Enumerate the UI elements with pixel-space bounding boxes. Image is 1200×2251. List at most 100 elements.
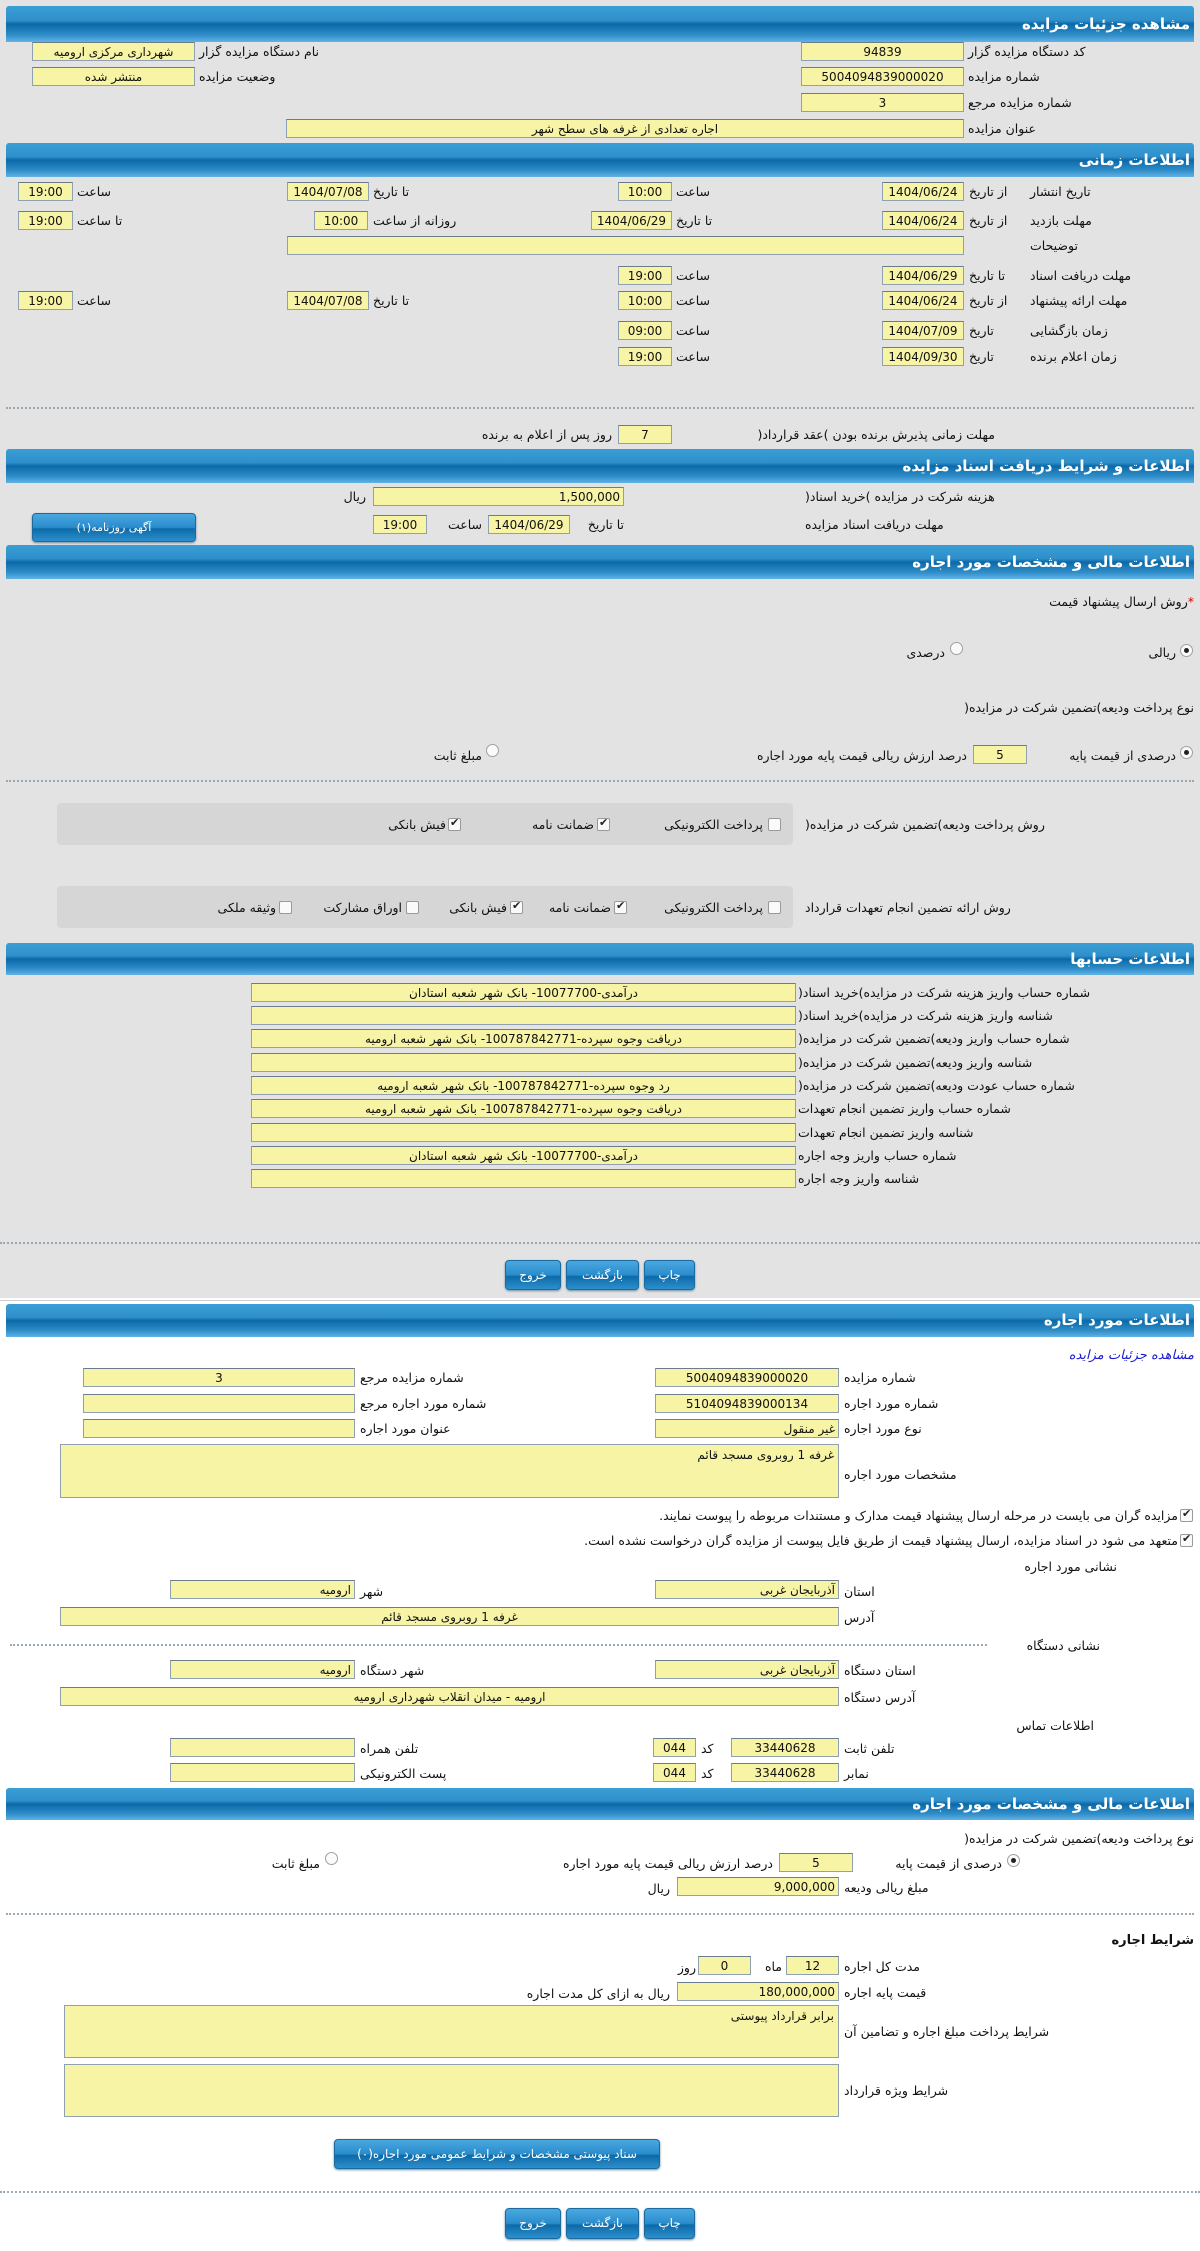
org-name-field[interactable]: شهرداری مرکزی ارومیه xyxy=(32,42,195,61)
phone-code-field[interactable]: 044 xyxy=(653,1738,696,1757)
opening-date[interactable]: 1404/07/09 xyxy=(882,321,964,340)
visit-daily-from[interactable]: 10:00 xyxy=(314,211,368,230)
guar-guarantee-checkbox[interactable] xyxy=(614,899,627,914)
pay-guarantee-checkbox[interactable] xyxy=(597,816,610,831)
guar-bonds-checkbox[interactable] xyxy=(406,901,419,914)
deposit-percent-field[interactable]: 5 xyxy=(973,745,1027,764)
mobile-label: تلفن همراه xyxy=(360,1741,419,1756)
method-percent-radio[interactable] xyxy=(950,642,963,655)
account-value-field[interactable]: رد وجوه سپرده-100787842771- بانک شهر شعب… xyxy=(251,1076,796,1095)
visit-to-time[interactable]: 19:00 xyxy=(18,211,73,230)
account-value-field[interactable]: دریافت وجوه سپرده-100787842771- بانک شهر… xyxy=(251,1029,796,1048)
org-city-field[interactable]: ارومیه xyxy=(170,1660,355,1679)
lease-deposit-fixed-radio[interactable] xyxy=(325,1852,338,1865)
publish-to-time[interactable]: 19:00 xyxy=(18,182,73,201)
offer-to-date[interactable]: 1404/07/08 xyxy=(287,291,369,310)
offer-from-time[interactable]: 10:00 xyxy=(618,291,672,310)
docs-date[interactable]: 1404/06/29 xyxy=(882,266,964,285)
notice-attach-checkbox[interactable] xyxy=(1180,1507,1193,1522)
auction-status-field[interactable]: منتشر شده xyxy=(32,67,195,86)
print-button[interactable]: چاپ xyxy=(644,1260,695,1290)
lease-item-type[interactable]: غیر منقول xyxy=(655,1419,839,1438)
address-field[interactable]: غرفه 1 روبروی مسجد قائم xyxy=(60,1607,839,1626)
winner-time[interactable]: 19:00 xyxy=(618,347,672,366)
publish-from-date[interactable]: 1404/06/24 xyxy=(882,182,964,201)
city-field[interactable]: ارومیه xyxy=(170,1580,355,1599)
special-terms-textarea[interactable] xyxy=(64,2064,839,2117)
lease-deposit-percent-radio[interactable] xyxy=(1007,1854,1020,1867)
duration-months-field[interactable]: 12 xyxy=(786,1956,839,1975)
phone-code-label: کد xyxy=(701,1741,714,1756)
exit-button[interactable]: خروج xyxy=(505,1260,561,1290)
fax-code-field[interactable]: 044 xyxy=(653,1763,696,1782)
account-value-field[interactable] xyxy=(251,1123,796,1142)
lease-auction-ref[interactable]: 3 xyxy=(83,1368,355,1387)
account-value-field[interactable] xyxy=(251,1006,796,1025)
account-value-field[interactable]: درآمدی-10077700- بانک شهر شعبه استادان xyxy=(251,1146,796,1165)
docs-deadline-date[interactable]: 1404/06/29 xyxy=(488,515,570,534)
print-button-bottom[interactable]: چاپ xyxy=(644,2208,695,2239)
docs-time[interactable]: 19:00 xyxy=(618,266,672,285)
lease-item-number[interactable]: 5104094839000134 xyxy=(655,1394,839,1413)
publish-from-time[interactable]: 10:00 xyxy=(618,182,672,201)
account-label: شماره حساب واریز ودیعه)تضمین شرکت در مزا… xyxy=(798,1031,1070,1046)
opening-time[interactable]: 09:00 xyxy=(618,321,672,340)
province-field[interactable]: آذربایجان غربی xyxy=(655,1580,839,1599)
fax-field[interactable]: 33440628 xyxy=(731,1763,839,1782)
acceptance-days-field[interactable]: 7 xyxy=(618,425,672,444)
guar-electronic-checkbox[interactable] xyxy=(768,901,781,914)
auction-ref-field[interactable]: 3 xyxy=(801,93,964,112)
account-label: شناسه واریز هزینه شرکت در مزایده)خرید اس… xyxy=(798,1008,1053,1023)
deposit-type-label: نوع پرداخت ودیعه)تضمین شرکت در مزایده( xyxy=(964,700,1194,715)
back-button[interactable]: بازگشت xyxy=(566,1260,639,1290)
offer-from-date[interactable]: 1404/06/24 xyxy=(882,291,964,310)
mobile-field[interactable] xyxy=(170,1738,355,1757)
back-button-bottom[interactable]: بازگشت xyxy=(566,2208,639,2239)
auction-number-field[interactable]: 5004094839000020 xyxy=(801,67,964,86)
pay-electronic-checkbox[interactable] xyxy=(768,818,781,831)
deposit-fixed-radio[interactable] xyxy=(486,744,499,757)
auction-title-field[interactable]: اجاره تعدادی از غرفه های سطح شهر xyxy=(286,119,964,138)
account-value-field[interactable]: دریافت وجوه سپرده-100787842771- بانک شهر… xyxy=(251,1099,796,1118)
notice-commit-checkbox[interactable] xyxy=(1180,1532,1193,1547)
account-value-field[interactable] xyxy=(251,1169,796,1188)
deposit-amount-label: مبلغ ریالی ودیعه xyxy=(844,1880,929,1895)
lease-item-ref[interactable] xyxy=(83,1394,355,1413)
org-address-field[interactable]: ارومیه - میدان انقلاب شهرداری ارومیه xyxy=(60,1687,839,1706)
fee-field[interactable]: 1,500,000 xyxy=(373,487,624,506)
lease-specs-textarea[interactable]: غرفه 1 روبروی مسجد قائم xyxy=(60,1444,839,1498)
phone-field[interactable]: 33440628 xyxy=(731,1738,839,1757)
guar-bank-receipt-checkbox[interactable] xyxy=(510,899,523,914)
pay-bank-receipt-checkbox[interactable] xyxy=(448,816,461,831)
publish-to-date[interactable]: 1404/07/08 xyxy=(287,182,369,201)
lease-deposit-percent-field[interactable]: 5 xyxy=(779,1853,853,1872)
offer-to-time[interactable]: 19:00 xyxy=(18,291,73,310)
deposit-percent-radio[interactable] xyxy=(1180,746,1193,759)
auction-details-link[interactable]: مشاهده جزئیات مزایده xyxy=(1068,1348,1194,1363)
payment-terms-textarea[interactable]: برابر قرارداد پیوستی xyxy=(64,2005,839,2058)
winner-date[interactable]: 1404/09/30 xyxy=(882,347,964,366)
acceptance-suffix: روز پس از اعلام به برنده xyxy=(481,427,612,442)
duration-days-field[interactable]: 0 xyxy=(698,1956,751,1975)
lease-auction-number[interactable]: 5004094839000020 xyxy=(655,1368,839,1387)
docs-deadline-time[interactable]: 19:00 xyxy=(373,515,427,534)
price-method-text: روش ارسال پیشنهاد قیمت xyxy=(1049,594,1188,609)
description-field[interactable] xyxy=(287,236,964,255)
special-terms-label: شرایط ویژه قرارداد xyxy=(844,2083,949,2098)
base-price-field[interactable]: 180,000,000 xyxy=(677,1982,839,2001)
lease-item-title[interactable] xyxy=(83,1419,355,1438)
newspaper-ad-button[interactable]: آگهی روزنامه(۱) xyxy=(32,513,196,542)
method-rial-radio[interactable] xyxy=(1180,644,1193,657)
method-percent-label: درصدی xyxy=(906,645,945,660)
account-value-field[interactable] xyxy=(251,1053,796,1072)
visit-to-date[interactable]: 1404/06/29 xyxy=(591,211,672,230)
exit-button-bottom[interactable]: خروج xyxy=(505,2208,561,2239)
org-province-field[interactable]: آذربایجان غربی xyxy=(655,1660,839,1679)
attachments-button[interactable]: سناد پیوستی مشخصات و شرایط عمومی مورد اج… xyxy=(334,2139,660,2169)
visit-from-date[interactable]: 1404/06/24 xyxy=(882,211,964,230)
org-code-field[interactable]: 94839 xyxy=(801,42,964,61)
guar-property-checkbox[interactable] xyxy=(279,901,292,914)
deposit-amount-field[interactable]: 9,000,000 xyxy=(677,1877,839,1896)
account-value-field[interactable]: درآمدی-10077700- بانک شهر شعبه استادان xyxy=(251,983,796,1002)
email-field[interactable] xyxy=(170,1763,355,1782)
